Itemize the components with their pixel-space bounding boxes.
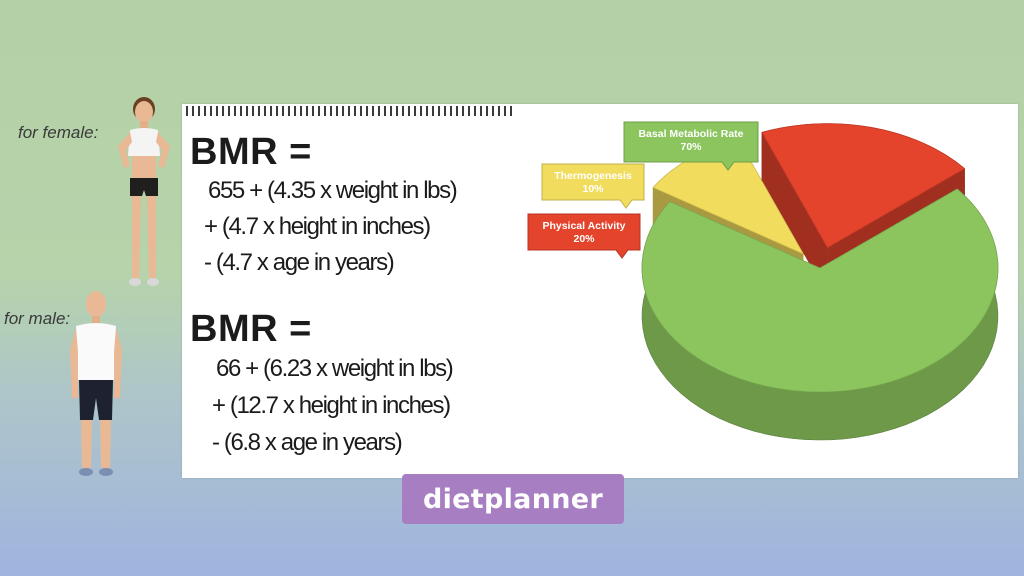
- pie-slice-label: Basal Metabolic Rate: [638, 128, 743, 140]
- male-bmr-title: BMR =: [190, 308, 312, 350]
- pie-callout-box: [541, 163, 645, 209]
- pie-slice-value-label: 20%: [573, 233, 595, 245]
- pie-slice-value-label: 70%: [680, 141, 702, 153]
- female-formula-line: - (4.7 x age in years): [204, 249, 395, 276]
- pie-slice-label: Physical Activity: [542, 220, 625, 232]
- pie-slice: [641, 188, 999, 441]
- pie-slice-top: [641, 188, 999, 393]
- female-formula-line: 655 + (4.35 x weight in lbs): [208, 177, 458, 204]
- pie-slice-label: Thermogenesis: [554, 170, 632, 182]
- pie-slice-top: [761, 123, 966, 249]
- male-formula-line: + (12.7 x height in inches): [212, 392, 451, 419]
- female-formula-line: + (4.7 x height in inches): [204, 213, 431, 240]
- female-bmr-title: BMR =: [190, 131, 312, 173]
- pie-slice-value-label: 10%: [582, 183, 604, 195]
- male-figure-icon: [70, 291, 122, 476]
- male-formula-line: - (6.8 x age in years): [212, 429, 403, 456]
- male-label: for male:: [4, 309, 71, 328]
- female-label: for female:: [18, 123, 99, 142]
- pie-slice-wall: [761, 132, 828, 296]
- bmr-pie-chart: Basal Metabolic Rate70%Thermogenesis10%P…: [527, 121, 999, 441]
- female-figure-icon: [118, 97, 170, 286]
- pie-callout-box: [527, 213, 641, 259]
- dietplanner-logo: dietplanner: [402, 474, 624, 524]
- male-formula-line: 66 + (6.23 x weight in lbs): [216, 355, 454, 382]
- spiral-binding: [186, 106, 512, 116]
- pie-callout-box: [623, 121, 759, 171]
